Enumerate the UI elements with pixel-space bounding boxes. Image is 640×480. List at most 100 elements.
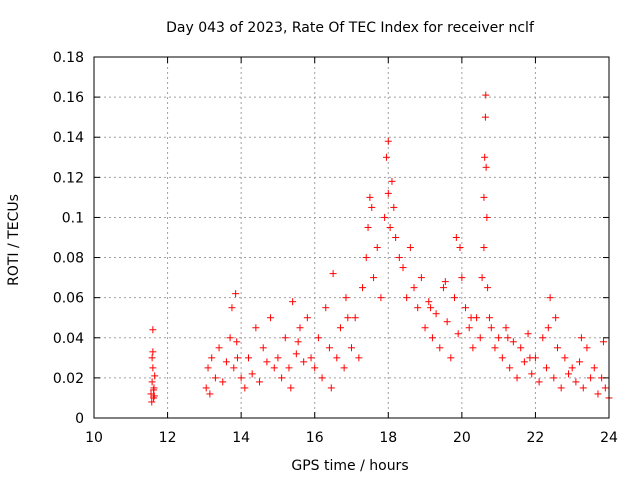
- data-point: [590, 364, 598, 372]
- data-point: [484, 284, 492, 292]
- data-point: [364, 223, 372, 231]
- data-point: [509, 338, 517, 346]
- data-point: [456, 244, 464, 252]
- data-point: [410, 284, 418, 292]
- data-point: [150, 392, 158, 400]
- data-point: [390, 203, 398, 211]
- data-point: [517, 344, 525, 352]
- data-point: [148, 398, 156, 406]
- data-point: [483, 213, 491, 221]
- data-point: [469, 344, 477, 352]
- data-point: [307, 354, 315, 362]
- data-point: [583, 344, 591, 352]
- y-tick-label: 0: [75, 411, 84, 427]
- data-point: [151, 372, 159, 380]
- data-point: [528, 370, 536, 378]
- data-point: [432, 310, 440, 318]
- data-point: [599, 338, 607, 346]
- x-tick-label: 16: [306, 430, 324, 446]
- data-point: [322, 304, 330, 312]
- data-point: [368, 203, 376, 211]
- x-tick-label: 24: [600, 430, 618, 446]
- data-point: [495, 334, 503, 342]
- data-point: [392, 234, 400, 241]
- grid: [94, 57, 609, 418]
- data-point: [228, 304, 236, 312]
- data-point: [565, 370, 573, 378]
- data-point: [245, 354, 252, 362]
- y-tick-label: 0.18: [53, 50, 84, 66]
- data-point: [577, 334, 585, 342]
- data-point: [202, 384, 210, 392]
- data-point: [395, 254, 403, 262]
- data-point: [480, 193, 488, 201]
- data-point: [542, 364, 550, 372]
- data-point: [351, 314, 359, 322]
- data-point: [292, 350, 300, 358]
- data-point: [478, 274, 486, 282]
- data-point: [458, 274, 466, 282]
- data-point: [388, 177, 396, 185]
- data-point: [476, 334, 484, 342]
- data-point: [382, 153, 390, 161]
- data-point: [513, 374, 521, 382]
- data-point: [325, 344, 333, 352]
- data-point: [208, 354, 216, 362]
- data-point: [150, 386, 158, 394]
- data-point: [370, 274, 378, 282]
- data-point: [362, 254, 370, 262]
- data-point: [524, 330, 532, 338]
- data-point: [502, 324, 510, 332]
- data-point: [340, 364, 348, 372]
- data-point: [281, 334, 289, 342]
- data-point: [344, 314, 352, 322]
- y-tick-label: 0.02: [53, 371, 84, 387]
- data-point: [206, 390, 214, 398]
- data-point: [373, 244, 381, 252]
- y-tick-label: 0.04: [53, 331, 84, 347]
- data-point: [441, 278, 449, 286]
- data-point: [561, 354, 569, 362]
- data-point: [506, 364, 514, 372]
- data-point: [287, 384, 295, 392]
- data-point: [252, 324, 260, 332]
- data-point: [219, 378, 227, 386]
- data-point: [554, 344, 561, 352]
- data-point: [278, 374, 286, 382]
- data-point: [425, 298, 433, 306]
- data-point: [296, 324, 304, 332]
- x-tick-label: 14: [232, 430, 250, 446]
- data-point: [587, 374, 595, 382]
- data-point: [311, 364, 319, 372]
- data-point: [230, 364, 238, 372]
- y-tick-label: 0.1: [62, 210, 84, 226]
- data-point: [427, 304, 435, 312]
- data-point: [256, 378, 264, 386]
- data-point: [399, 264, 407, 272]
- data-point: [550, 374, 558, 382]
- data-point: [149, 326, 157, 334]
- x-tick-label: 22: [527, 430, 545, 446]
- data-point: [233, 338, 241, 346]
- data-point: [520, 358, 528, 366]
- x-tick-label: 18: [379, 430, 397, 446]
- y-tick-label: 0.08: [53, 251, 84, 267]
- x-tick-label: 20: [453, 430, 471, 446]
- data-point: [447, 354, 455, 362]
- data-point: [572, 378, 580, 386]
- plot-frame: [93, 56, 610, 419]
- data-point: [487, 324, 495, 332]
- data-point: [359, 284, 367, 292]
- data-point: [314, 334, 322, 342]
- data-point: [482, 91, 490, 99]
- data-point: [285, 364, 293, 372]
- data-point: [544, 324, 552, 332]
- data-point: [327, 384, 335, 392]
- data-point: [498, 354, 506, 362]
- data-point: [568, 364, 576, 372]
- data-point: [428, 334, 436, 342]
- data-point: [462, 304, 470, 312]
- data-point: [443, 318, 451, 326]
- data-point: [148, 378, 156, 386]
